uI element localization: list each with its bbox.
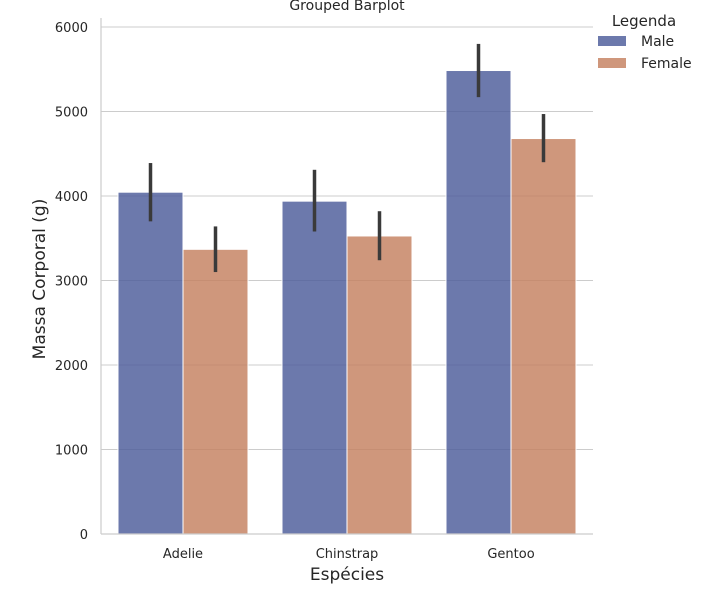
y-tick-label: 2000 (55, 359, 88, 374)
x-tick-labels: Adelie Chinstrap Gentoo (163, 547, 535, 562)
bar-female-gentoo (510, 138, 577, 535)
legend-items: Male Female (598, 34, 692, 72)
legend-swatch-female (598, 58, 626, 68)
legend-swatch-male (598, 36, 626, 46)
bar-layer (117, 70, 577, 535)
y-tick-label: 6000 (55, 21, 88, 36)
y-tick-labels: 0 1000 2000 3000 4000 5000 6000 (55, 21, 88, 543)
x-tick-label: Gentoo (487, 547, 534, 562)
y-tick-label: 5000 (55, 106, 88, 121)
x-axis-label: Espécies (310, 565, 384, 585)
legend-label-female: Female (641, 56, 692, 72)
y-tick-label: 0 (80, 528, 88, 543)
bar-female-adelie (182, 248, 249, 535)
legend-title: Legenda (612, 12, 676, 30)
y-tick-label: 3000 (55, 275, 88, 290)
bar-male-adelie (117, 191, 184, 535)
x-tick-label: Chinstrap (316, 547, 379, 562)
axis-layer (100, 18, 593, 535)
bar-male-gentoo (445, 70, 512, 535)
legend: Legenda Male Female (598, 12, 692, 72)
bar-female-chinstrap (346, 235, 413, 535)
bar-male-chinstrap (281, 200, 348, 535)
legend-label-male: Male (641, 34, 674, 50)
y-axis-label: Massa Corporal (g) (30, 199, 50, 360)
chart-title: Grouped Barplot (289, 0, 405, 14)
x-tick-label: Adelie (163, 547, 203, 562)
y-tick-label: 1000 (55, 444, 88, 459)
error-bar-layer (148, 43, 546, 273)
y-tick-label: 4000 (55, 190, 88, 205)
